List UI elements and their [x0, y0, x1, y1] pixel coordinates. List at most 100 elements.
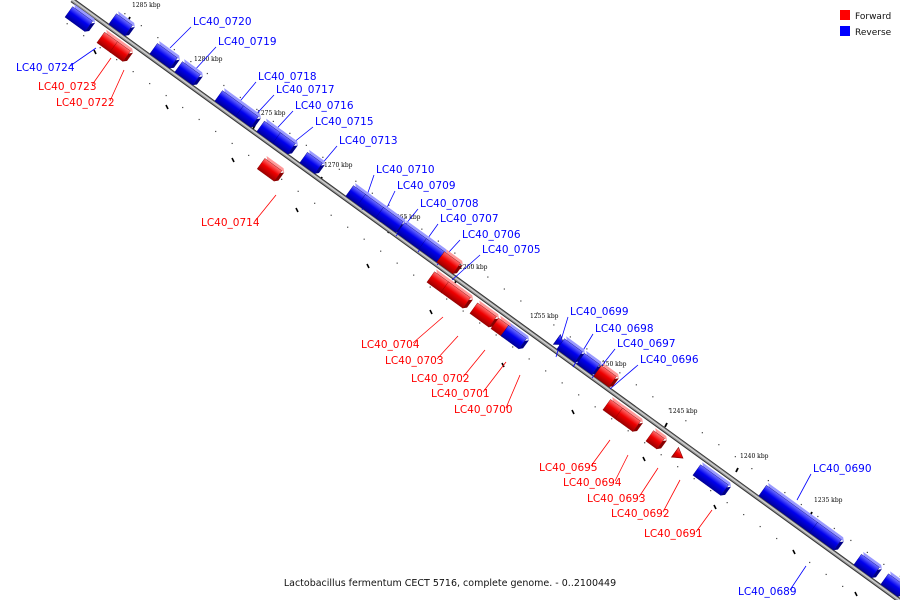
position-dot — [470, 264, 472, 266]
gene-label[interactable]: LC40_0704 — [361, 339, 420, 351]
position-dot — [842, 585, 844, 588]
position-dot — [759, 525, 761, 528]
position-dot — [619, 372, 621, 374]
gene-label[interactable]: LC40_0724 — [16, 62, 75, 74]
gene-label[interactable]: LC40_0703 — [385, 355, 444, 367]
gene-lc40-0696[interactable] — [576, 350, 604, 377]
position-dot — [668, 408, 670, 410]
position-dot — [231, 142, 233, 145]
position-dot — [536, 312, 538, 314]
gene-lc40-0699[interactable] — [500, 322, 531, 351]
gene-lc40-0722[interactable] — [109, 39, 135, 63]
position-dot — [396, 262, 398, 264]
gene-label[interactable]: LC40_0718 — [258, 71, 317, 83]
gene-label[interactable]: LC40_0694 — [563, 477, 622, 489]
gene-label[interactable]: LC40_0710 — [376, 164, 435, 176]
position-dot — [281, 178, 283, 180]
gene-lc40-0716[interactable] — [235, 103, 263, 129]
gene-lc40-0691[interactable] — [670, 446, 686, 463]
gene-label[interactable]: LC40_0705 — [482, 244, 541, 256]
leader-line — [169, 26, 192, 49]
position-dot — [388, 204, 390, 206]
gene-lc40-0719[interactable] — [149, 40, 182, 70]
gene-label[interactable]: LC40_0701 — [431, 388, 490, 400]
scale-tick-label: 1285 kbp — [132, 2, 161, 9]
position-dot — [157, 37, 159, 39]
gene-label[interactable]: LC40_0697 — [617, 338, 676, 350]
gene-label[interactable]: LC40_0722 — [56, 97, 115, 109]
position-dot — [701, 432, 703, 434]
position-dot — [776, 537, 778, 540]
gene-label[interactable]: LC40_0696 — [640, 354, 699, 366]
gene-label[interactable]: LC40_0698 — [595, 323, 654, 335]
gene-lc40-0718[interactable] — [174, 59, 205, 87]
position-dot — [248, 154, 250, 157]
gene-label[interactable]: LC40_0719 — [218, 36, 277, 48]
position-dot — [239, 96, 241, 99]
gene-label[interactable]: LC40_0706 — [462, 229, 521, 241]
gene-segment-2[interactable] — [880, 571, 900, 598]
position-dot — [149, 82, 151, 85]
gene-lc40-0689[interactable] — [758, 482, 823, 535]
gene-label[interactable]: LC40_0692 — [611, 508, 670, 520]
leader-line — [91, 57, 112, 86]
gene-lc40-0713[interactable] — [272, 130, 300, 156]
position-dots — [66, 13, 900, 588]
position-dot — [586, 348, 588, 350]
gene-label[interactable]: LC40_0708 — [420, 198, 479, 210]
gene-label[interactable]: LC40_0716 — [295, 100, 354, 112]
position-dot — [751, 468, 753, 470]
leader-line — [254, 194, 277, 222]
gene-lc40-0704[interactable] — [436, 249, 465, 275]
gene-label[interactable]: LC40_0695 — [539, 462, 598, 474]
gene-label[interactable]: LC40_0720 — [193, 16, 252, 28]
position-dot — [173, 48, 175, 51]
gene-label[interactable]: LC40_0699 — [570, 306, 629, 318]
scale-ticks: 1285 kbp 1280 kbp 1275 kbp 1270 kbp 1265 kbp… — [93, 2, 858, 597]
gene-label[interactable]: LC40_0713 — [339, 135, 398, 147]
gene-label[interactable]: LC40_0690 — [813, 463, 872, 475]
gene-lc40-0714[interactable] — [256, 155, 286, 183]
leader-line — [436, 335, 459, 360]
gene-lc40-0710[interactable] — [299, 149, 327, 176]
gene-label[interactable]: LC40_0707 — [440, 213, 499, 225]
gene-label[interactable]: LC40_0693 — [587, 493, 646, 505]
gene-segment-0[interactable] — [809, 519, 846, 552]
position-dot — [437, 240, 439, 242]
position-dot — [495, 334, 497, 336]
gene-label[interactable]: LC40_0723 — [38, 81, 97, 93]
position-dot — [800, 503, 802, 506]
gene-lc40-0720[interactable] — [108, 11, 137, 37]
gene-label[interactable]: LC40_0714 — [201, 217, 260, 229]
gene-lc40-0692[interactable] — [645, 428, 669, 451]
position-dot — [429, 286, 431, 288]
scale-tick-mark — [792, 549, 796, 555]
gene-label[interactable]: LC40_0700 — [454, 404, 513, 416]
gene-lc40-0690[interactable] — [692, 462, 733, 497]
legend-forward-label: Forward — [855, 12, 891, 22]
gene-label[interactable]: LC40_0689 — [738, 586, 797, 598]
gene-lc40-0693[interactable] — [614, 405, 645, 434]
position-dot — [644, 442, 646, 444]
gene-label[interactable]: LC40_0717 — [276, 84, 335, 96]
position-dot — [305, 144, 307, 146]
position-dot — [256, 108, 258, 111]
gene-lc40-0724[interactable] — [64, 4, 97, 33]
leader-line — [505, 374, 521, 409]
leader-line — [796, 473, 812, 501]
gene-lc40-0697[interactable] — [556, 336, 587, 364]
gene-label[interactable]: LC40_0702 — [411, 373, 470, 385]
leader-line — [462, 349, 486, 378]
position-dot — [561, 382, 563, 384]
position-dot — [363, 238, 365, 240]
gene-lc40-0698[interactable] — [552, 334, 567, 350]
gene-lc40-0702[interactable] — [440, 279, 475, 310]
gene-lc40-0695[interactable] — [593, 363, 621, 389]
gene-label[interactable]: LC40_0715 — [315, 116, 374, 128]
gene-label[interactable]: LC40_0691 — [644, 528, 703, 540]
gene-label[interactable]: LC40_0709 — [397, 180, 456, 192]
legend-reverse-swatch — [840, 26, 850, 36]
position-dot — [124, 13, 126, 15]
gene-segment-1[interactable] — [853, 551, 884, 580]
